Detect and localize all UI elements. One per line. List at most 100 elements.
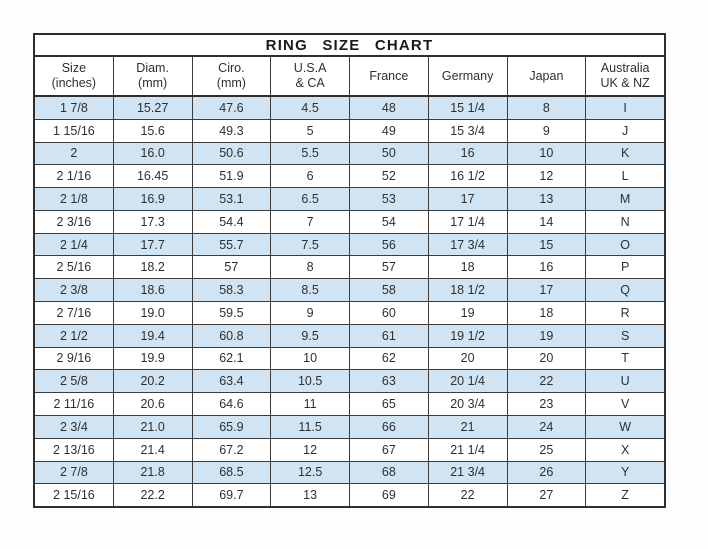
- chart-title: RING SIZE CHART: [35, 35, 664, 57]
- table-cell: 20.2: [114, 370, 193, 393]
- table-row: 2 3/16 17.3 54.4 7 54 17 1/4 14 N: [35, 210, 664, 234]
- ring-size-chart: RING SIZE CHART Size (inches) Diam. (mm)…: [33, 33, 666, 508]
- table-cell: 16.0: [114, 142, 193, 165]
- table-cell: 8.5: [271, 279, 350, 302]
- table-cell: 17: [429, 188, 508, 210]
- table-cell: 15.6: [114, 119, 193, 142]
- table-cell: 21.8: [114, 461, 193, 484]
- col-header-germany: Germany: [429, 57, 508, 95]
- table-cell: K: [620, 146, 630, 161]
- table-cell: 13: [271, 484, 350, 507]
- table-cell: Q: [620, 283, 630, 298]
- table-cell: 10: [508, 142, 587, 165]
- table-cell: Z: [621, 488, 629, 503]
- table-cell: 52: [350, 165, 429, 188]
- table-cell: 12.5: [271, 461, 350, 484]
- table-cell: 2 7/16: [35, 302, 114, 324]
- table-cell: 5.5: [271, 142, 350, 165]
- table-cell: 62: [350, 347, 429, 370]
- table-cell: 16.9: [114, 188, 193, 210]
- table-cell: 54: [350, 210, 429, 233]
- table-cell: 61: [350, 324, 429, 347]
- table-cell: 24: [508, 415, 587, 438]
- table-row: 2 9/16 19.9 62.1 10 62 20 20 T: [35, 347, 664, 371]
- table-cell: 2 7/8: [35, 461, 114, 484]
- col-header-line1: Japan: [529, 68, 564, 83]
- table-row: 2 7/8 21.8 68.5 12.5 68 21 3/4 26 Y: [35, 461, 664, 485]
- table-cell: 63: [350, 370, 429, 393]
- table-cell: 18: [429, 256, 508, 279]
- table-row: 2 3/4 21.0 65.9 11.5 66 21 24 W: [35, 415, 664, 439]
- table-cell: 14: [508, 210, 587, 233]
- table-cell: 19.9: [114, 347, 193, 370]
- table-cell: J: [622, 123, 629, 138]
- col-header-line1: France: [369, 68, 409, 83]
- table-row: 2 16.0 50.6 5.5 50 16 10 K: [35, 142, 664, 166]
- table-cell: 23: [508, 393, 587, 415]
- table-cell: 64.6: [193, 393, 272, 415]
- table-cell: 2 15/16: [35, 484, 114, 507]
- table-cell: 15 1/4: [429, 97, 508, 119]
- table-cell: 17 3/4: [429, 233, 508, 256]
- table-row: 2 1/8 16.9 53.1 6.5 53 17 13 M: [35, 188, 664, 211]
- table-cell: 2 1/16: [35, 165, 114, 188]
- table-cell: 2 3/16: [35, 210, 114, 233]
- table-cell: 18 1/2: [429, 279, 508, 302]
- col-header-line2: (inches): [51, 76, 97, 90]
- table-cell: 19 1/2: [429, 324, 508, 347]
- table-cell: 21: [429, 415, 508, 438]
- table-cell: 2 1/2: [35, 324, 114, 347]
- table-cell: 25: [508, 438, 587, 461]
- table-cell: 49.3: [193, 119, 272, 142]
- table-cell: 62.1: [193, 347, 272, 370]
- table-cell: 68: [350, 461, 429, 484]
- table-row: 2 1/4 17.7 55.7 7.5 56 17 3/4 15 O: [35, 233, 664, 257]
- table-cell: 22.2: [114, 484, 193, 507]
- table-cell: 11.5: [271, 415, 350, 438]
- table-cell: 1 7/8: [35, 97, 114, 119]
- table-cell: 69: [350, 484, 429, 507]
- table-cell: 15.27: [114, 97, 193, 119]
- table-cell: 18.2: [114, 256, 193, 279]
- table-cell: 59.5: [193, 302, 272, 324]
- col-header-diameter-mm: Diam. (mm): [114, 57, 193, 95]
- table-cell: 17 1/4: [429, 210, 508, 233]
- table-cell: 69.7: [193, 484, 272, 507]
- table-cell: 20: [508, 347, 587, 370]
- table-cell: 21.0: [114, 415, 193, 438]
- table-cell: 2 13/16: [35, 438, 114, 461]
- table-cell: 8: [508, 97, 587, 119]
- table-cell: 16.45: [114, 165, 193, 188]
- table-cell: W: [619, 419, 632, 434]
- table-row: 2 3/8 18.6 58.3 8.5 58 18 1/2 17 Q: [35, 279, 664, 303]
- table-cell: 17.7: [114, 233, 193, 256]
- table-row: 2 5/16 18.2 57 8 57 18 16 P: [35, 256, 664, 280]
- table-cell: 66: [350, 415, 429, 438]
- table-cell: 7: [271, 210, 350, 233]
- table-cell: 2 1/8: [35, 188, 114, 210]
- col-header-circumference-mm: Ciro. (mm): [193, 57, 272, 95]
- table-cell: 2 5/16: [35, 256, 114, 279]
- table-cell: 9: [271, 302, 350, 324]
- table-cell: 11: [271, 393, 350, 415]
- table-cell: N: [620, 214, 630, 229]
- table-cell: 7.5: [271, 233, 350, 256]
- table-cell: 53: [350, 188, 429, 210]
- table-cell: 15 3/4: [429, 119, 508, 142]
- table-cell: 2 1/4: [35, 233, 114, 256]
- table-cell: 6: [271, 165, 350, 188]
- col-header-line1: Australia: [600, 61, 650, 75]
- col-header-line1: Size: [61, 61, 87, 75]
- col-header-line1: Ciro.: [218, 61, 245, 75]
- table-cell: 20.6: [114, 393, 193, 415]
- table-cell: 19.0: [114, 302, 193, 324]
- col-header-size-inches: Size (inches): [35, 57, 114, 95]
- table-row: 2 7/16 19.0 59.5 9 60 19 18 R: [35, 302, 664, 325]
- table-cell: O: [620, 237, 630, 252]
- table-cell: 54.4: [193, 210, 272, 233]
- table-cell: 21.4: [114, 438, 193, 461]
- table-cell: 20 3/4: [429, 393, 508, 415]
- table-cell: 8: [271, 256, 350, 279]
- table-cell: 12: [508, 165, 587, 188]
- table-cell: 20 1/4: [429, 370, 508, 393]
